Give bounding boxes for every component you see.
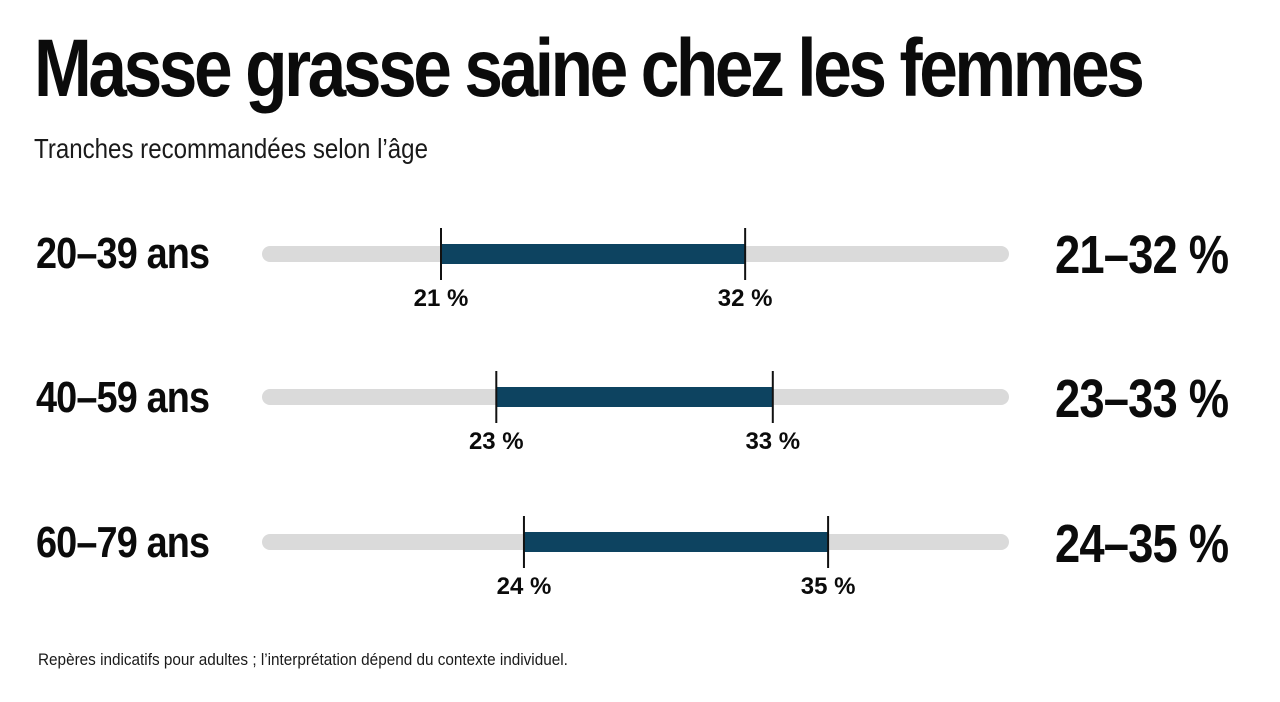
range-label-40-59: 23–33 % xyxy=(1054,369,1229,429)
chart-subtitle: Tranches recommandées selon l’âge xyxy=(34,133,428,164)
range-bar-60-79 xyxy=(523,532,829,552)
max-value-label-40-59: 33 % xyxy=(745,428,800,455)
range-label-20-39: 21–32 % xyxy=(1054,225,1229,285)
max-value-label-20-39: 32 % xyxy=(718,285,773,312)
footnote: Repères indicatifs pour adultes ; l’inte… xyxy=(38,650,568,669)
min-value-label-40-59: 23 % xyxy=(469,428,524,455)
row-label-40-59: 40–59 ans xyxy=(36,373,210,422)
row-label-20-39: 20–39 ans xyxy=(36,229,210,278)
range-bar-20-39 xyxy=(441,244,746,264)
min-value-label-20-39: 21 % xyxy=(414,285,469,312)
min-value-label-60-79: 24 % xyxy=(497,573,552,600)
row-label-60-79: 60–79 ans xyxy=(36,518,210,567)
chart-title: Masse grasse saine chez les femmes xyxy=(34,23,1145,114)
range-bar-40-59 xyxy=(496,387,773,407)
max-value-label-60-79: 35 % xyxy=(801,573,856,600)
range-label-60-79: 24–35 % xyxy=(1054,514,1229,574)
